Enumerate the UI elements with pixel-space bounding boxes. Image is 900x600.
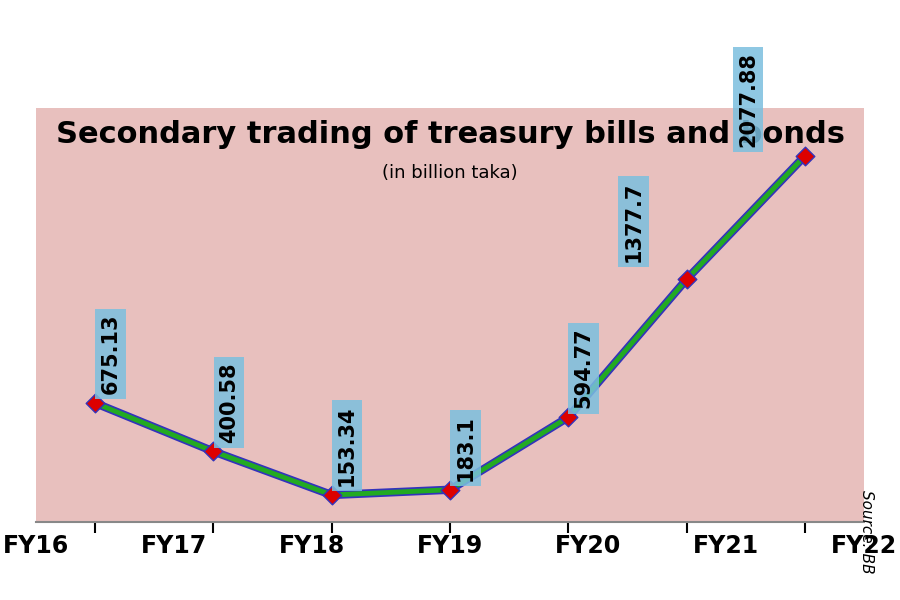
Point bbox=[206, 446, 220, 456]
Point bbox=[680, 274, 694, 284]
Point bbox=[325, 490, 339, 500]
Text: Source: BB: Source: BB bbox=[860, 490, 874, 574]
Text: (in billion taka): (in billion taka) bbox=[382, 164, 518, 182]
Text: 2077.88: 2077.88 bbox=[738, 52, 758, 147]
Point bbox=[561, 412, 575, 422]
Text: FY22: FY22 bbox=[831, 534, 897, 558]
Point bbox=[88, 398, 103, 408]
Text: 183.1: 183.1 bbox=[455, 415, 475, 481]
Point bbox=[797, 151, 812, 161]
Text: FY19: FY19 bbox=[417, 534, 483, 558]
Text: FY17: FY17 bbox=[141, 534, 207, 558]
Text: 1377.7: 1377.7 bbox=[624, 181, 644, 262]
Text: 675.13: 675.13 bbox=[101, 314, 121, 394]
Text: FY18: FY18 bbox=[279, 534, 345, 558]
Text: 400.58: 400.58 bbox=[219, 362, 238, 443]
Text: FY21: FY21 bbox=[693, 534, 759, 558]
Text: 594.77: 594.77 bbox=[573, 328, 594, 409]
Text: 153.34: 153.34 bbox=[338, 406, 357, 486]
Text: FY16: FY16 bbox=[3, 534, 69, 558]
Point bbox=[443, 485, 457, 494]
Text: Secondary trading of treasury bills and bonds: Secondary trading of treasury bills and … bbox=[56, 121, 844, 149]
Text: FY20: FY20 bbox=[555, 534, 621, 558]
